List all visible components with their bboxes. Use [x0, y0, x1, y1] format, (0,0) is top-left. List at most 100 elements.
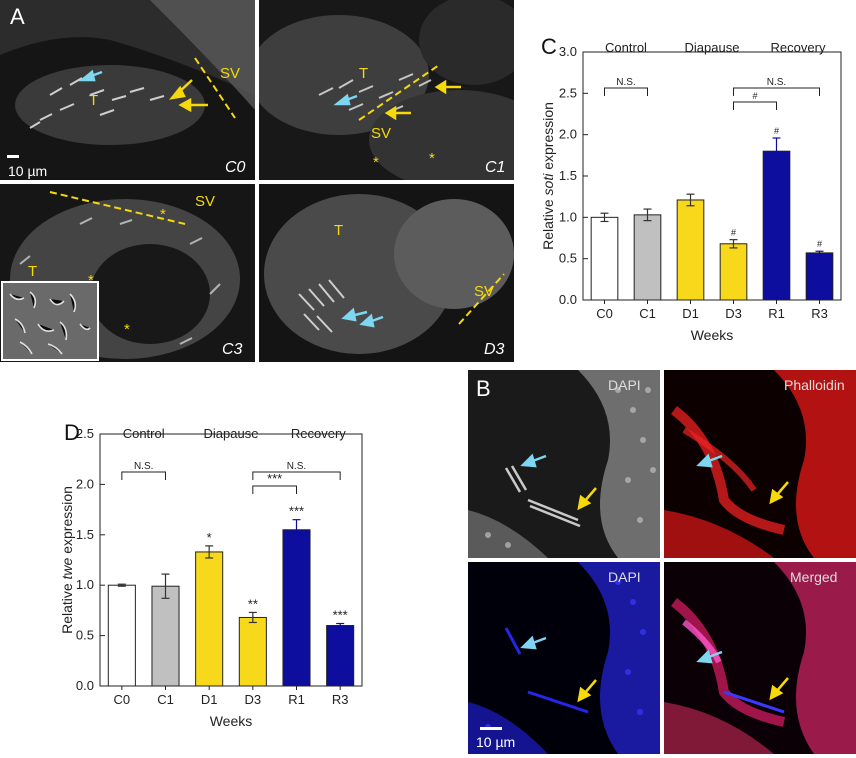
x-tick-label: C0: [596, 306, 613, 321]
svg-text:T: T: [334, 222, 343, 239]
bar-d3: [238, 616, 267, 687]
y-tick-label: 2.5: [76, 426, 94, 441]
panel-b-dapi-gray-image: DAPI B: [468, 370, 660, 558]
significance-mark: ***: [333, 608, 348, 623]
significance-mark: #: [774, 126, 779, 136]
significance-bracket: [252, 485, 297, 494]
d3-micrograph: T SV D3: [259, 184, 514, 362]
c3-micrograph: SV T * * * C3: [0, 184, 255, 362]
panel-c-label: C: [541, 34, 557, 59]
bar-r1: [762, 150, 791, 301]
plot-frame: [582, 51, 842, 301]
y-tick-label: 2.0: [559, 127, 577, 142]
x-tick-label: D3: [245, 692, 262, 707]
significance-mark: #: [731, 228, 736, 238]
x-axis-label: Weeks: [210, 713, 253, 729]
panel-b-phalloidin-image: Phalloidin: [664, 370, 856, 558]
significance-mark: ***: [289, 504, 304, 519]
bar-c0: [590, 216, 619, 301]
svg-text:SV: SV: [371, 125, 391, 142]
y-tick-label: 1.0: [76, 577, 94, 592]
svg-text:*: *: [373, 154, 379, 171]
significance-mark: **: [248, 596, 258, 611]
significance-bracket: [733, 87, 820, 96]
y-tick-label: 0.5: [76, 628, 94, 643]
svg-text:SV: SV: [474, 283, 494, 300]
group-label: Control: [123, 426, 165, 441]
significance-bracket: [252, 471, 341, 480]
svg-text:SV: SV: [195, 193, 215, 210]
bar-d1: [195, 551, 224, 687]
bracket-label: #: [752, 91, 757, 101]
twe-expression-chart: 0.0 0.5 1.0 1.5 2.0 2.5 Relative twe expressio…: [59, 426, 363, 729]
svg-text:Merged: Merged: [790, 569, 837, 585]
bar-c1: [633, 214, 662, 301]
panel-a-d3-image: T SV D3: [259, 184, 514, 362]
svg-text:T: T: [359, 65, 368, 82]
svg-text:10 µm: 10 µm: [476, 734, 515, 750]
x-tick-label: C0: [114, 692, 131, 707]
bracket-label: N.S.: [767, 77, 786, 88]
c0-micrograph: T SV 10 µm C0: [0, 0, 255, 180]
c1-micrograph: T SV * * C1: [259, 0, 514, 180]
x-axis-label: Weeks: [691, 327, 734, 343]
x-tick-label: C1: [157, 692, 174, 707]
bracket-label: N.S.: [616, 77, 635, 88]
group-label: Control: [605, 40, 647, 55]
x-tick-label: D1: [201, 692, 218, 707]
bar-r3: [805, 252, 834, 301]
phalloidin-micrograph: Phalloidin: [664, 370, 856, 558]
bar-r1: [282, 529, 311, 687]
svg-text:*: *: [88, 272, 94, 289]
group-label: Diapause: [204, 426, 259, 441]
significance-bracket: [604, 87, 648, 96]
y-tick-label: 0.5: [559, 251, 577, 266]
bracket-label: ***: [267, 471, 282, 486]
x-tick-label: R1: [288, 692, 305, 707]
svg-text:DAPI: DAPI: [608, 377, 641, 393]
significance-bracket: [121, 471, 166, 480]
significance-mark: #: [817, 239, 822, 249]
panel-a-c0-image: T SV 10 µm C0 A: [0, 0, 255, 180]
y-tick-label: 0.0: [559, 292, 577, 307]
panel-b-label: B: [476, 376, 491, 401]
svg-text:DAPI: DAPI: [608, 569, 641, 585]
svg-text:*: *: [429, 150, 435, 167]
bar-c1: [151, 585, 180, 687]
panel-b-merged-image: Merged: [664, 562, 856, 754]
svg-text:C0: C0: [225, 159, 246, 176]
svg-text:*: *: [160, 206, 166, 223]
plot-frame: [99, 433, 363, 687]
group-label: Recovery: [771, 40, 826, 55]
y-tick-label: 1.0: [559, 209, 577, 224]
dapi-blue-micrograph: DAPI 10 µm: [468, 562, 660, 754]
merged-micrograph: Merged: [664, 562, 856, 754]
y-axis-label: Relative soti expression: [540, 102, 556, 250]
svg-text:Phalloidin: Phalloidin: [784, 377, 845, 393]
group-label: Diapause: [685, 40, 740, 55]
x-tick-label: C1: [639, 306, 656, 321]
svg-text:*: *: [124, 321, 130, 338]
svg-text:SV: SV: [220, 65, 240, 82]
svg-text:C3: C3: [222, 341, 243, 358]
bracket-label: N.S.: [287, 461, 306, 472]
bar-c0: [107, 584, 136, 687]
svg-text:D3: D3: [484, 341, 505, 358]
y-tick-label: 2.5: [559, 85, 577, 100]
svg-text:T: T: [28, 263, 37, 280]
bar-d1: [676, 199, 705, 301]
significance-mark: *: [207, 530, 212, 545]
x-tick-label: R3: [332, 692, 349, 707]
x-tick-label: D1: [682, 306, 699, 321]
panel-a-c3-image: SV T * * * C3: [0, 184, 255, 362]
y-tick-label: 1.5: [559, 168, 577, 183]
x-tick-label: D3: [725, 306, 742, 321]
y-tick-label: 1.5: [76, 527, 94, 542]
svg-text:10 µm: 10 µm: [8, 163, 47, 179]
bar-r3: [326, 625, 355, 687]
x-tick-label: R3: [811, 306, 828, 321]
bracket-label: N.S.: [134, 461, 153, 472]
panel-b-dapi-blue-image: DAPI 10 µm: [468, 562, 660, 754]
y-tick-label: 2.0: [76, 476, 94, 491]
svg-text:T: T: [89, 92, 98, 109]
